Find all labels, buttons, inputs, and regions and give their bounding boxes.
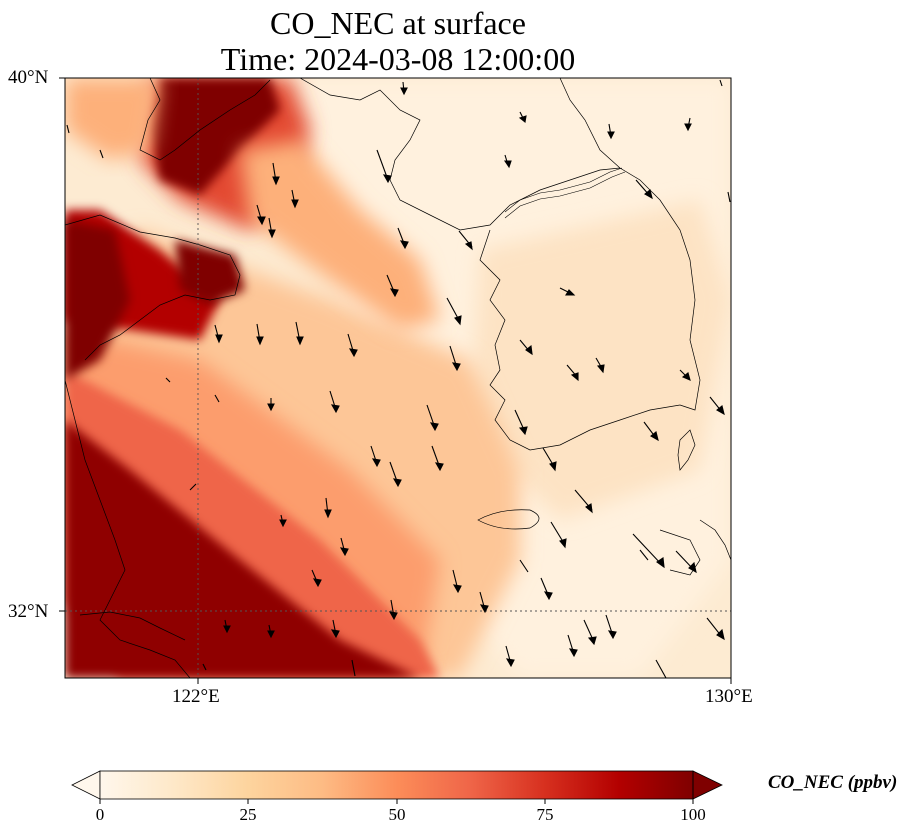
colorbar-gradient (100, 771, 693, 799)
axis-ticks (59, 77, 732, 684)
lon-tick-label-130e: 130°E (705, 686, 753, 707)
lat-tick-label-40n: 40°N (8, 67, 49, 88)
lon-tick-label-122e: 122°E (172, 686, 220, 707)
map-title: CO_NEC at surface (270, 5, 526, 41)
colorbar-tick-label: 25 (239, 805, 257, 824)
wind-vectors (66, 79, 731, 679)
colorbar-tick-label: 100 (680, 805, 706, 824)
colorbar-tick-label: 75 (536, 805, 554, 824)
colorbar-tick-label: 0 (95, 805, 105, 824)
coastlines (65, 78, 731, 678)
colorbar-tick-label: 50 (388, 805, 406, 824)
map-timestamp: Time: 2024-03-08 12:00:00 (220, 41, 576, 77)
colorbar-min-extend (71, 770, 101, 800)
gridlines (65, 78, 731, 678)
colorbar-title: CO_NEC (ppbv) (768, 772, 898, 793)
map-frame (64, 77, 732, 679)
co-concentration-field (65, 78, 731, 678)
lat-tick-label-32n: 32°N (8, 601, 49, 622)
colorbar-max-extend (692, 770, 723, 800)
colorbar (71, 770, 723, 804)
